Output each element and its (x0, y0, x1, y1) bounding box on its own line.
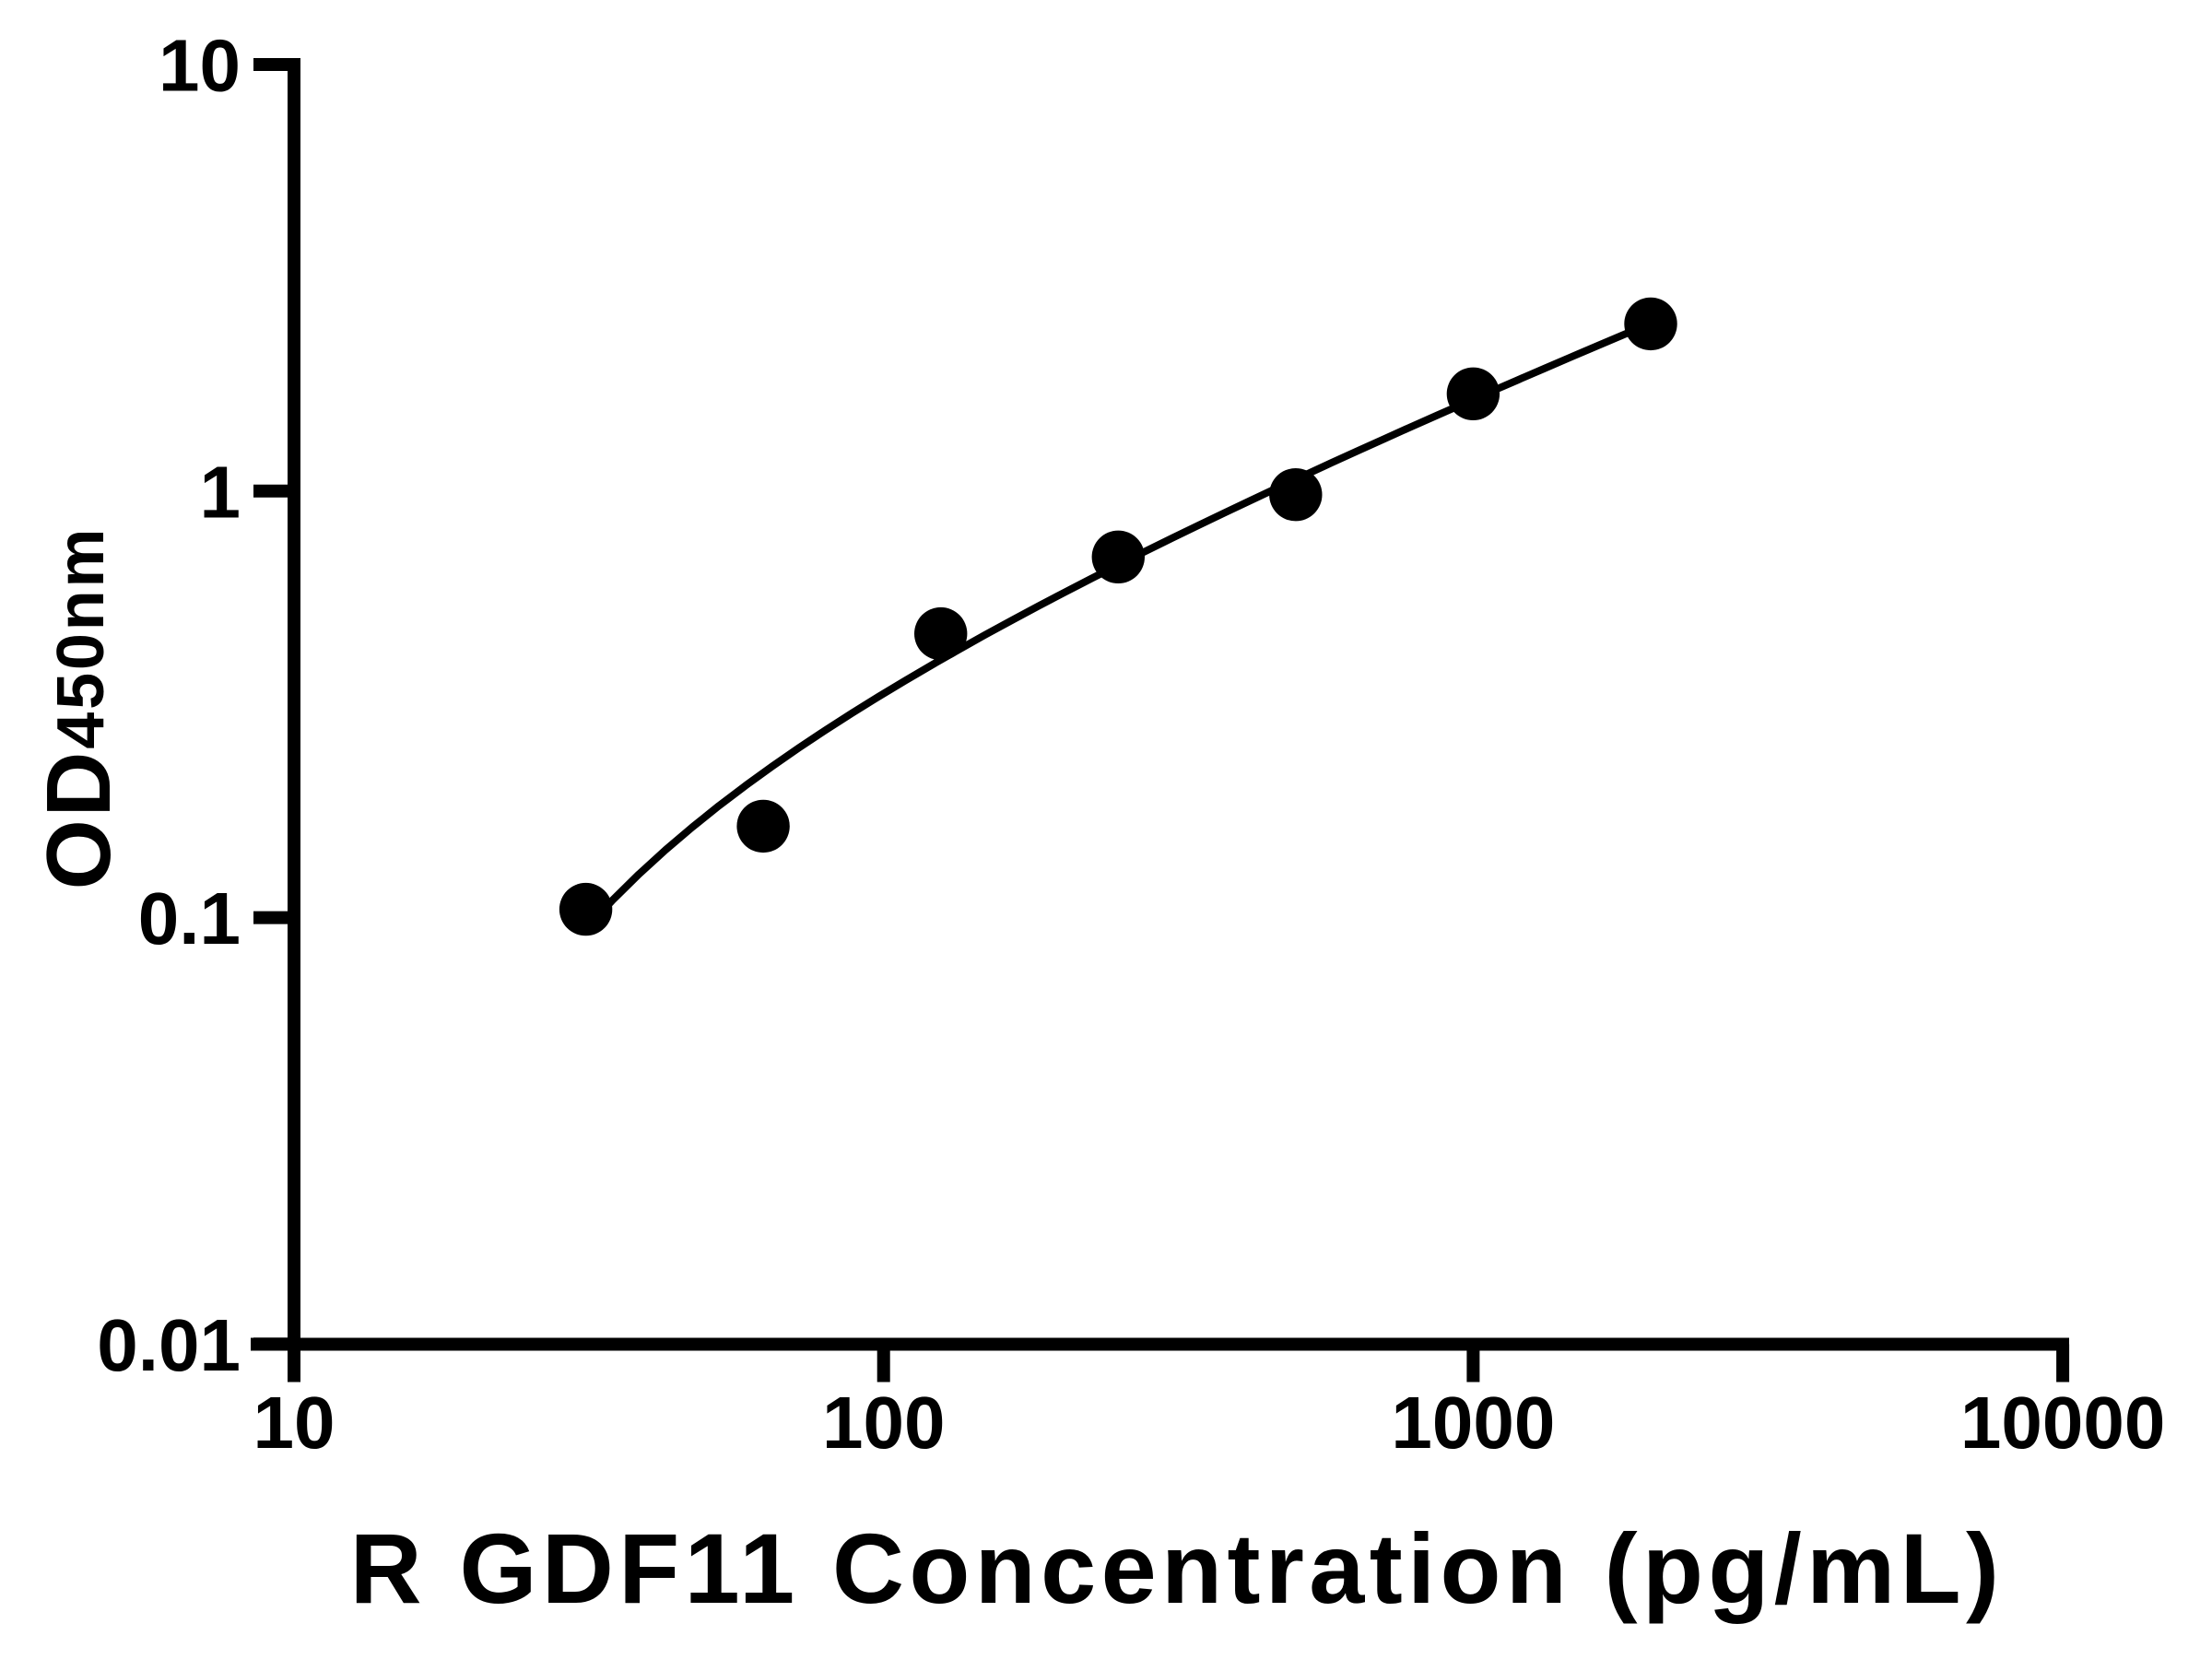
svg-text:0.1: 0.1 (138, 877, 241, 959)
svg-text:R GDF11 Concentration (pg/mL): R GDF11 Concentration (pg/mL) (350, 1512, 2005, 1624)
svg-text:10: 10 (253, 1382, 335, 1464)
svg-text:10000: 10000 (1960, 1382, 2165, 1464)
svg-text:10: 10 (159, 25, 241, 107)
svg-text:0.01: 0.01 (97, 1304, 241, 1386)
svg-text:OD450nm: OD450nm (28, 526, 129, 890)
svg-text:1000: 1000 (1391, 1382, 1555, 1464)
svg-text:1: 1 (200, 451, 241, 533)
svg-text:100: 100 (822, 1382, 945, 1464)
